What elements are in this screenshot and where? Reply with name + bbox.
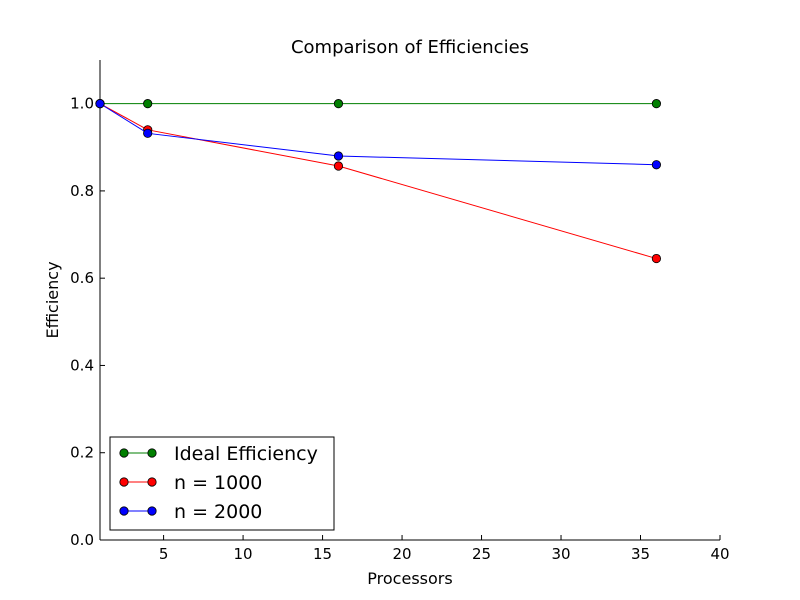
- x-axis-label: Processors: [367, 569, 452, 588]
- legend-marker: [119, 448, 129, 458]
- x-tick-label: 10: [234, 545, 253, 563]
- series-0: [95, 99, 662, 109]
- series-line: [99, 103, 657, 166]
- y-tick-label: 0.2: [70, 444, 94, 462]
- y-tick-label: 0.4: [70, 356, 94, 374]
- chart-title: Comparison of Efficiencies: [291, 37, 529, 58]
- data-point: [651, 99, 662, 109]
- legend-items: Ideal Efficiency n = 1000 n = 2000: [119, 443, 318, 523]
- x-ticks: 5 10 15 20 25 30 35 40: [159, 535, 730, 563]
- x-tick-label: 5: [159, 545, 169, 563]
- y-axis-label: Efficiency: [43, 261, 62, 338]
- series-layer: [95, 99, 662, 264]
- data-point: [651, 160, 662, 170]
- x-tick-label: 20: [393, 545, 412, 563]
- legend-marker: [147, 448, 157, 458]
- series-2: [95, 99, 662, 170]
- legend-item: n = 1000: [119, 472, 262, 494]
- legend-marker: [147, 506, 157, 516]
- legend-marker: [119, 477, 129, 487]
- y-ticks: 0.0 0.2 0.4 0.6 0.8 1.0: [70, 95, 105, 549]
- data-point: [95, 99, 105, 109]
- data-point: [333, 151, 344, 161]
- data-point: [651, 253, 662, 264]
- data-point: [143, 99, 153, 109]
- x-tick-label: 30: [551, 545, 570, 563]
- legend-marker: [119, 506, 129, 516]
- data-point: [143, 128, 153, 138]
- x-tick-label: 35: [631, 545, 650, 563]
- series-1: [95, 99, 662, 264]
- legend-item: n = 2000: [119, 501, 262, 523]
- legend-item: Ideal Efficiency: [119, 443, 318, 465]
- legend-label: n = 1000: [174, 472, 262, 494]
- y-tick-label: 0.0: [70, 531, 94, 549]
- legend-marker: [147, 477, 157, 487]
- x-tick-label: 25: [472, 545, 491, 563]
- x-tick-label: 40: [710, 545, 729, 563]
- data-point: [333, 99, 344, 109]
- y-tick-label: 0.6: [70, 269, 94, 287]
- legend-label: Ideal Efficiency: [174, 443, 318, 465]
- axes: [99, 60, 720, 541]
- x-tick-label: 15: [313, 545, 332, 563]
- data-point: [333, 161, 344, 171]
- legend: Ideal Efficiency n = 1000 n = 2000: [109, 436, 335, 531]
- y-tick-label: 0.8: [70, 182, 94, 200]
- legend-label: n = 2000: [174, 501, 262, 523]
- y-tick-label: 1.0: [70, 95, 94, 113]
- series-line: [99, 103, 657, 260]
